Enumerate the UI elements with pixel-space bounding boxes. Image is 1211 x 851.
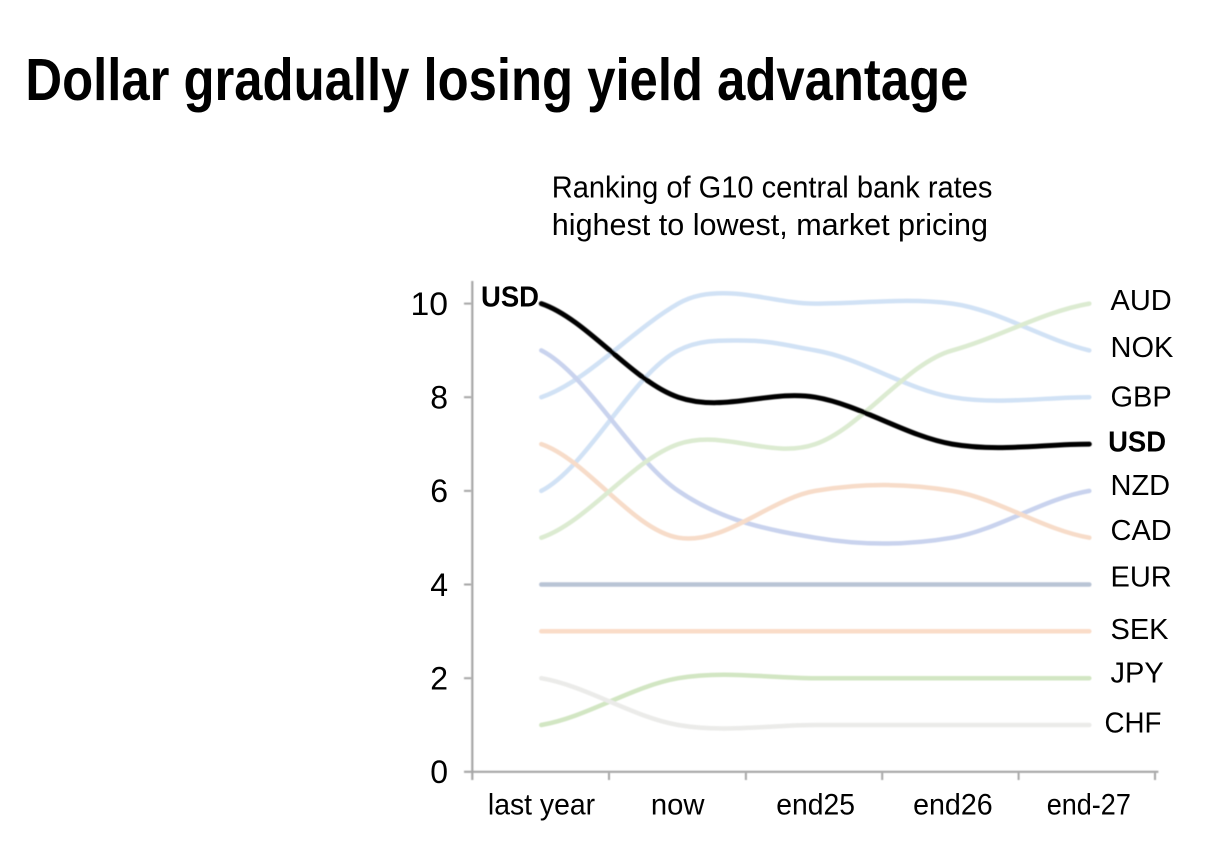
svg-text:0: 0 xyxy=(430,754,448,790)
svg-text:4: 4 xyxy=(430,567,448,603)
svg-text:2: 2 xyxy=(430,661,448,697)
svg-text:10: 10 xyxy=(411,286,449,322)
svg-text:NOK: NOK xyxy=(1111,332,1175,364)
svg-text:AUD: AUD xyxy=(1111,285,1172,317)
svg-text:SEK: SEK xyxy=(1111,614,1170,646)
svg-text:USD: USD xyxy=(481,282,539,314)
svg-text:now: now xyxy=(651,789,705,822)
svg-text:8: 8 xyxy=(430,380,448,416)
svg-text:EUR: EUR xyxy=(1111,561,1172,593)
svg-text:USD: USD xyxy=(1108,426,1166,458)
svg-text:highest to lowest, market pric: highest to lowest, market pricing xyxy=(552,207,988,242)
svg-text:last year: last year xyxy=(488,789,595,822)
svg-text:end-27: end-27 xyxy=(1047,789,1131,822)
svg-text:NZD: NZD xyxy=(1111,470,1171,502)
svg-text:end25: end25 xyxy=(776,789,855,822)
svg-text:end26: end26 xyxy=(913,789,993,822)
svg-text:GBP: GBP xyxy=(1111,381,1172,413)
svg-text:6: 6 xyxy=(430,473,448,509)
svg-text:CAD: CAD xyxy=(1111,515,1172,547)
svg-text:JPY: JPY xyxy=(1111,657,1164,689)
svg-text:CHF: CHF xyxy=(1105,708,1162,740)
svg-text:Dollar gradually losing yield: Dollar gradually losing yield advantage xyxy=(25,47,968,113)
svg-text:Ranking of G10 central bank ra: Ranking of G10 central bank rates xyxy=(552,169,993,204)
